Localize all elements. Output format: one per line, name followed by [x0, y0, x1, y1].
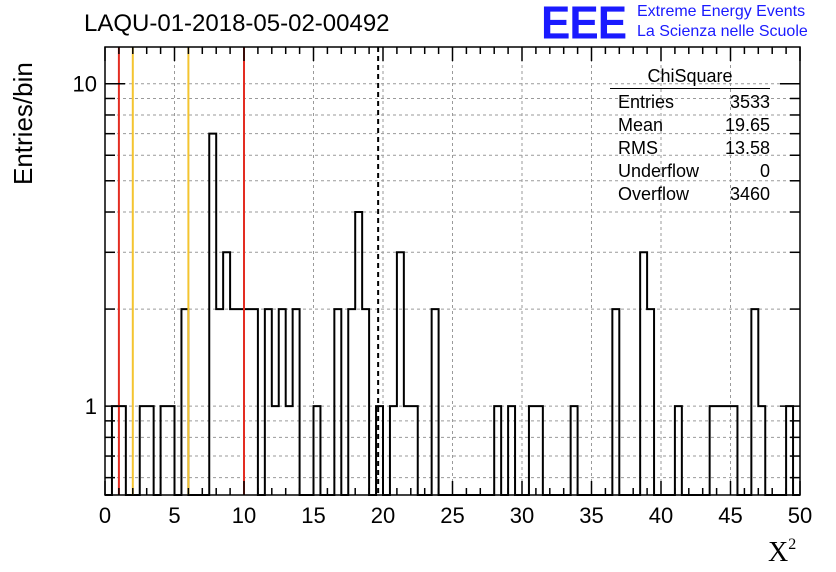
histogram-bin	[411, 406, 418, 495]
histogram-bin	[147, 406, 154, 495]
stats-value: 3460	[729, 184, 770, 204]
histogram-bin	[272, 406, 279, 495]
y-axis-label: Entries/bin	[8, 62, 38, 185]
stats-row-rms: RMS 13.58	[610, 137, 770, 160]
stats-title: ChiSquare	[610, 66, 770, 89]
histogram-bin	[140, 406, 147, 495]
histogram-bin	[390, 406, 397, 495]
histogram-bin	[432, 309, 439, 495]
x-tick-label: 45	[718, 503, 742, 528]
grid-layer	[105, 47, 800, 495]
stats-row-overflow: Overflow 3460	[610, 183, 770, 206]
histogram-bin	[717, 406, 724, 495]
stats-value: 13.58	[724, 138, 770, 158]
x-tick-label: 30	[510, 503, 534, 528]
histogram-bin	[237, 309, 244, 495]
stats-label: Overflow	[618, 184, 690, 204]
histogram-bin	[348, 309, 355, 495]
axes	[104, 46, 801, 496]
histogram-bin	[758, 406, 765, 495]
histogram-bin	[751, 309, 758, 495]
histogram-bin	[119, 406, 126, 495]
histogram-bin	[112, 406, 119, 495]
histogram-bin	[223, 252, 230, 495]
stats-box: ChiSquare Entries 3533 Mean 19.65 RMS 13.58…	[610, 66, 770, 206]
histogram-bin	[404, 406, 411, 495]
histogram-bin	[675, 406, 682, 495]
histogram-bin	[251, 309, 258, 495]
histogram-bin	[724, 406, 731, 495]
x-tick-label: 10	[232, 503, 256, 528]
stats-value: 0	[759, 161, 770, 181]
histogram-bin	[209, 134, 216, 495]
stats-value: 3533	[729, 92, 770, 112]
histogram-bin	[536, 406, 543, 495]
stats-label: Entries	[618, 92, 675, 112]
stats-row-mean: Mean 19.65	[610, 114, 770, 137]
logo-text: Extreme Energy Events La Scienza nelle S…	[637, 2, 808, 42]
x-tick-label: 25	[440, 503, 464, 528]
x-tick-label: 15	[301, 503, 325, 528]
stats-row-entries: Entries 3533	[610, 91, 770, 114]
histogram-bin	[286, 406, 293, 495]
histogram-bin	[731, 406, 738, 495]
stats-value: 19.65	[724, 115, 770, 135]
x-tick-label: 40	[649, 503, 673, 528]
histogram-bin	[161, 406, 168, 495]
histogram-bin	[376, 406, 383, 495]
histogram-bin	[293, 309, 300, 495]
x-tick-label: 0	[99, 503, 111, 528]
stats-label: Underflow	[618, 161, 700, 181]
histogram-bin	[244, 309, 251, 495]
x-axis-label-superscript: 2	[788, 536, 797, 553]
histogram-bin	[181, 309, 188, 495]
stats-row-underflow: Underflow 0	[610, 160, 770, 183]
histogram-bin	[279, 309, 286, 495]
logo-line-2: La Scienza nelle Scuole	[637, 23, 808, 40]
histogram-bin	[647, 309, 654, 495]
stats-label: Mean	[618, 115, 664, 135]
histogram-bin	[786, 406, 793, 495]
x-axis-label: X2	[768, 536, 796, 569]
reference-lines	[117, 47, 380, 495]
x-tick-label: 5	[168, 503, 180, 528]
histogram-bin	[216, 309, 223, 495]
histogram-bin	[529, 406, 536, 495]
histogram-bin	[265, 309, 272, 495]
stats-label: RMS	[618, 138, 658, 158]
histogram-bin	[362, 309, 369, 495]
histogram-bin	[355, 212, 362, 495]
logo-line-1: Extreme Energy Events	[637, 3, 806, 20]
x-axis-label-symbol: X	[768, 537, 789, 568]
histogram-bin	[612, 309, 619, 495]
histogram-bin	[334, 309, 341, 495]
histogram-bin	[397, 252, 404, 495]
y-tick-label: 1	[85, 394, 97, 419]
tick-labels: 0 5 10 15 20 25 30 35 40 45 50 1 10	[73, 72, 813, 528]
y-tick-label: 10	[73, 72, 97, 97]
x-tick-label: 50	[788, 503, 812, 528]
histogram-bin	[314, 406, 321, 495]
x-tick-label: 35	[579, 503, 603, 528]
eee-logo: EEE	[541, 0, 627, 50]
histogram-bin	[168, 406, 175, 495]
histogram-bin	[230, 309, 237, 495]
histogram-bin	[508, 406, 515, 495]
histogram-bin	[640, 252, 647, 495]
histogram-bin	[494, 406, 501, 495]
x-tick-label: 20	[371, 503, 395, 528]
plot-title: LAQU-01-2018-05-02-00492	[84, 10, 390, 37]
histogram-bin	[571, 406, 578, 495]
histogram-bin	[710, 406, 717, 495]
